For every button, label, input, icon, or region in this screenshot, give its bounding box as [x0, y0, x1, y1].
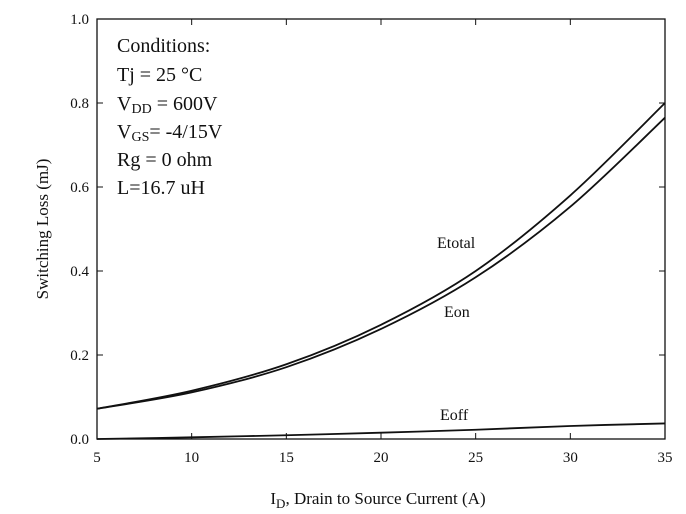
series-line-eoff — [96, 422, 666, 440]
x-axis-title-subscript: D — [276, 496, 285, 511]
x-axis-title-main: I — [270, 489, 276, 508]
condition-l: L=16.7 uH — [117, 177, 205, 199]
y-axis-title: Switching Loss (mJ) — [33, 159, 52, 300]
x-axis-title: ID, Drain to Source Current (A) — [270, 489, 485, 511]
condition-vdd-subscript: DD — [131, 102, 151, 117]
x-tick-label: 30 — [563, 450, 578, 466]
y-tick-label: 1.0 — [70, 12, 89, 28]
series-lines — [96, 102, 666, 440]
y-tick-label: 0.4 — [70, 264, 89, 280]
condition-vgs-prefix: V — [117, 121, 132, 143]
condition-vdd: VDD = 600V — [117, 93, 218, 117]
condition-rg: Rg = 0 ohm — [117, 149, 213, 171]
condition-vdd-prefix: V — [117, 93, 132, 115]
x-tick-label: 10 — [184, 450, 199, 466]
series-label-eoff: Eoff — [440, 407, 469, 424]
x-tick-label: 35 — [658, 450, 673, 466]
series-label-eon: Eon — [444, 304, 470, 321]
series-line-eon — [96, 117, 666, 410]
axis-ticks: 5 10 15 20 25 30 35 0.0 0.2 0.4 0.6 0.8 1.0 — [70, 12, 672, 466]
y-tick-label: 0.6 — [70, 180, 89, 196]
condition-vgs-rest: = -4/15V — [149, 121, 222, 143]
x-tick-label: 15 — [279, 450, 294, 466]
condition-vdd-rest: = 600V — [152, 93, 218, 115]
x-tick-label: 20 — [374, 450, 389, 466]
condition-tj: Tj = 25 °C — [117, 64, 202, 86]
x-tick-label: 25 — [468, 450, 483, 466]
condition-vgs: VGS= -4/15V — [117, 121, 223, 145]
conditions-annotation: Conditions: Tj = 25 °C VDD = 600V VGS= -… — [117, 35, 223, 199]
condition-vgs-subscript: GS — [131, 130, 149, 145]
y-tick-label: 0.8 — [70, 96, 89, 112]
series-line-etotal — [96, 102, 666, 410]
y-tick-label: 0.0 — [70, 432, 89, 448]
conditions-title: Conditions: — [117, 35, 210, 57]
y-tick-label: 0.2 — [70, 348, 89, 364]
x-tick-label: 5 — [93, 450, 101, 466]
x-axis-title-rest: , Drain to Source Current (A) — [285, 489, 485, 508]
series-label-etotal: Etotal — [437, 235, 476, 252]
